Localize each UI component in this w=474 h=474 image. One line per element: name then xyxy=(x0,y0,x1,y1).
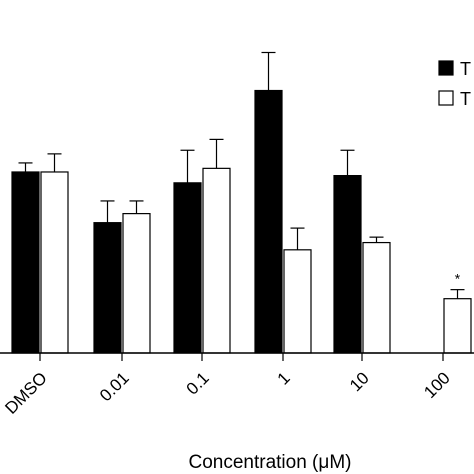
legend-swatch-series-1 xyxy=(438,60,454,76)
bar-series-2-100 xyxy=(443,298,472,354)
x-tick-label-100: 100 xyxy=(420,368,453,401)
bar-series-2-0.1 xyxy=(202,167,231,354)
error-bar-series-1-1 xyxy=(261,51,276,91)
legend: T T xyxy=(438,59,471,109)
legend-label-series-2: T xyxy=(460,89,471,109)
error-bar-series-2-1 xyxy=(290,227,305,250)
error-bar-series-2-10 xyxy=(369,236,384,243)
bar-series-1-0.1 xyxy=(173,182,202,354)
bars-layer xyxy=(11,89,472,354)
x-tick-label-0.1: 0.1 xyxy=(183,368,213,398)
bar-series-2-1 xyxy=(283,249,312,354)
x-tick-label-1: 1 xyxy=(274,368,294,388)
bar-series-1-1 xyxy=(254,89,283,354)
error-bar-series-1-10 xyxy=(340,149,355,176)
error-bar-series-2-0.1 xyxy=(209,138,224,169)
x-tick-label-0.01: 0.01 xyxy=(96,368,133,405)
x-tick-label-DMSO: DMSO xyxy=(1,368,50,417)
error-bar-series-2-0.01 xyxy=(129,200,144,214)
bar-series-1-DMSO xyxy=(11,171,40,354)
x-axis-title: Concentration (μM) xyxy=(188,452,351,473)
significance-marker: * xyxy=(455,271,461,287)
x-ticks-layer: DMSO 0.01 0.1 1 10 100 xyxy=(1,353,454,418)
legend-swatch-series-2 xyxy=(438,90,454,106)
legend-label-series-1: T xyxy=(460,59,471,79)
bar-series-2-10 xyxy=(362,241,391,354)
error-bar-series-1-DMSO xyxy=(18,162,33,172)
bar-series-1-10 xyxy=(333,174,362,354)
error-bar-series-2-100 xyxy=(450,289,465,299)
error-bar-series-1-0.1 xyxy=(180,149,195,183)
bar-series-2-0.01 xyxy=(122,213,151,354)
bar-series-2-DMSO xyxy=(40,171,69,354)
error-bars-layer xyxy=(18,51,465,299)
annotations-layer: * xyxy=(455,271,461,287)
bar-series-1-0.01 xyxy=(93,222,122,354)
x-tick-label-10: 10 xyxy=(346,368,373,395)
error-bar-series-2-DMSO xyxy=(47,153,62,172)
error-bar-series-1-0.01 xyxy=(100,200,115,223)
